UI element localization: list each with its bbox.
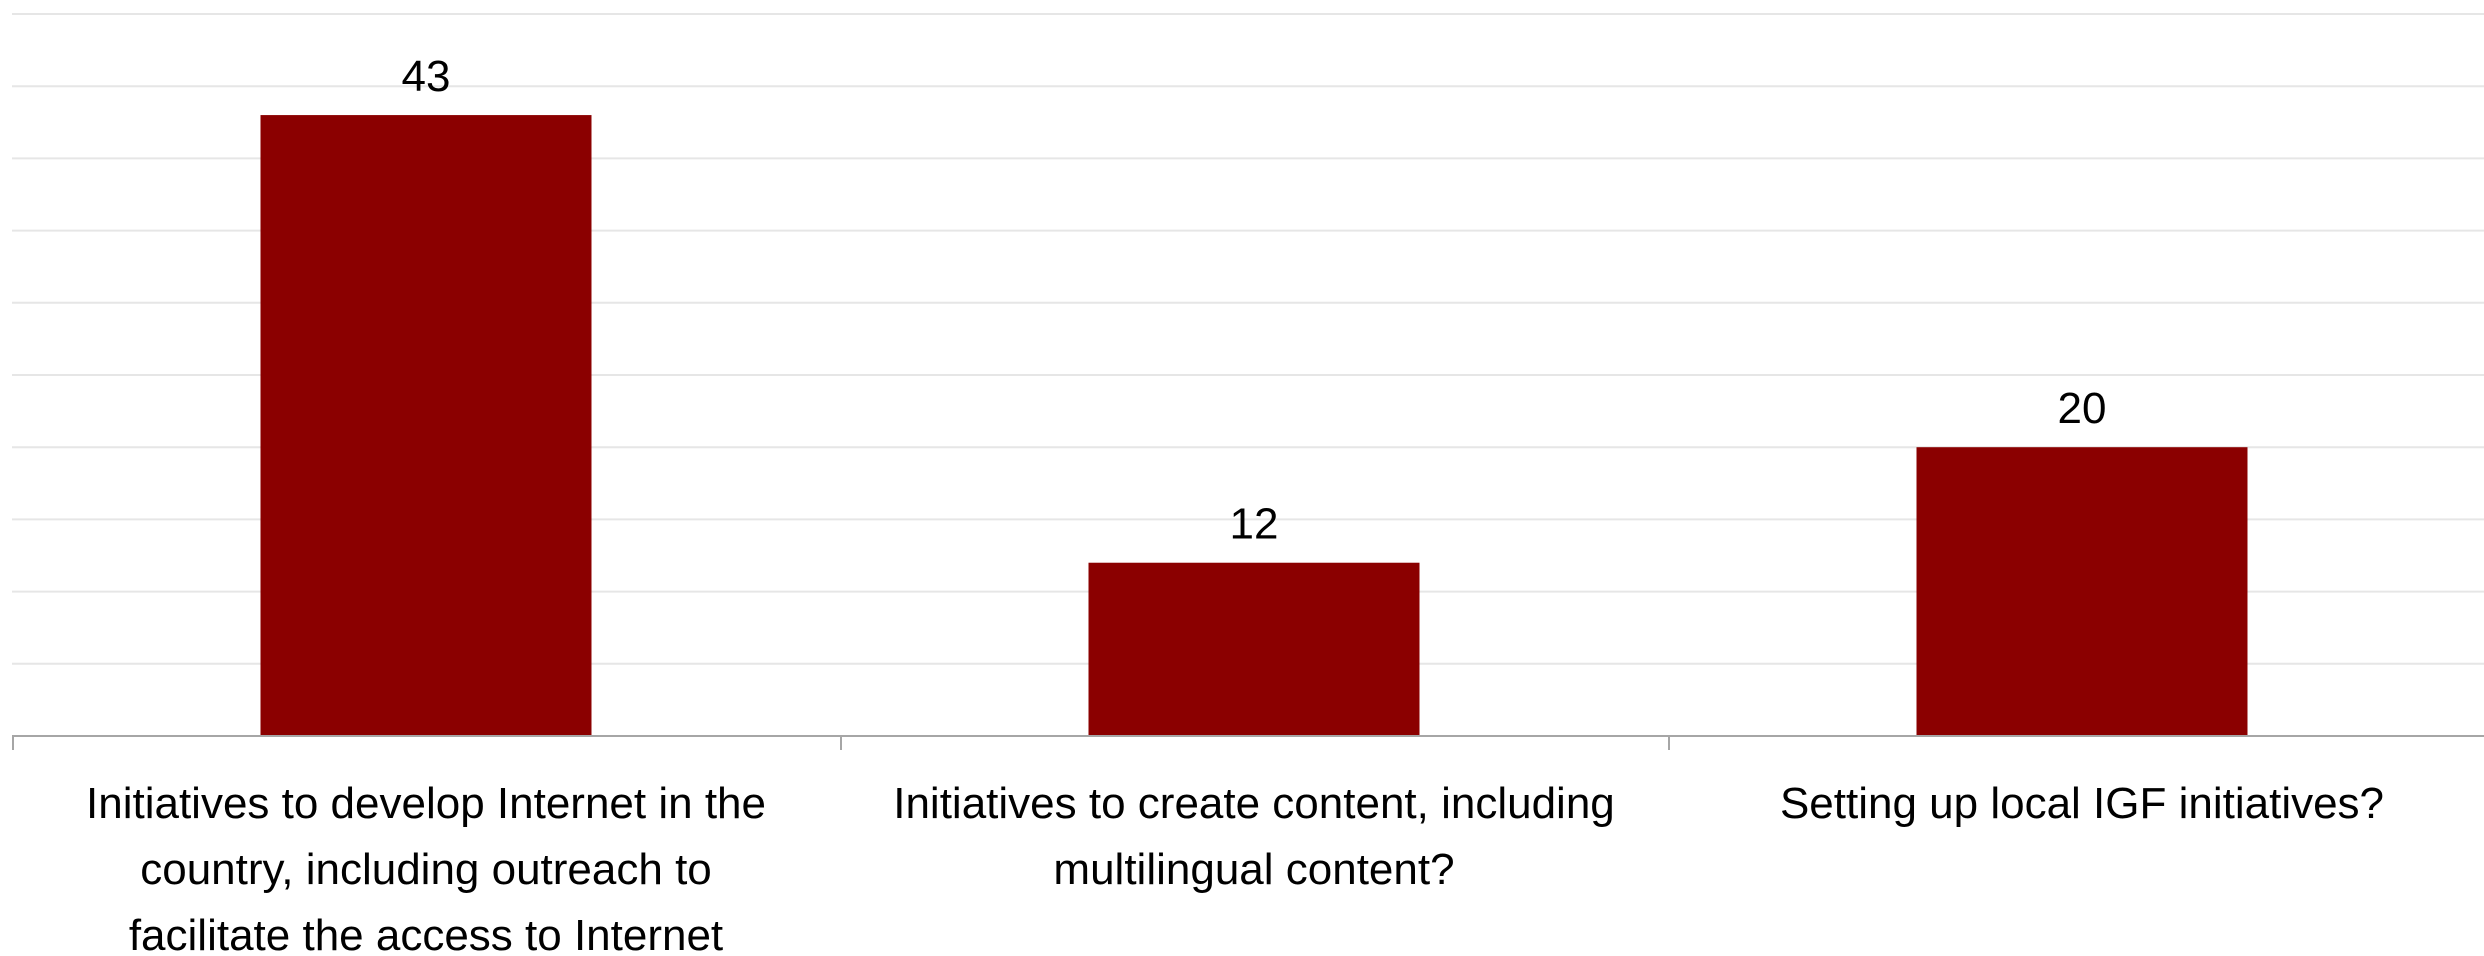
x-axis (12, 735, 2484, 750)
x-tick-label-line: Initiatives to create content, including (893, 779, 1615, 828)
x-tick-label-line: Initiatives to develop Internet in the (86, 779, 766, 828)
x-tick-labels: Initiatives to develop Internet in the co… (86, 779, 2384, 956)
x-tick-label-line: facilitate the access to Internet (129, 911, 723, 956)
x-tick-label-line: multilingual content? (1053, 845, 1454, 894)
bar (1088, 562, 1420, 736)
data-label: 43 (402, 52, 451, 101)
data-label: 20 (2058, 384, 2107, 433)
bars (260, 115, 2248, 736)
x-tick-label-line: Setting up local IGF initiatives? (1780, 779, 2384, 828)
bar (260, 115, 592, 736)
x-tick-label: Initiatives to create content, including… (893, 779, 1615, 894)
x-tick-label: Setting up local IGF initiatives? (1780, 779, 2384, 828)
x-tick-label: Initiatives to develop Internet in the co… (86, 779, 766, 956)
x-tick-label-line: country, including outreach to (140, 845, 712, 894)
data-label: 12 (1230, 500, 1279, 549)
bar (1916, 447, 2248, 736)
data-labels: 43 12 20 (402, 52, 2107, 549)
